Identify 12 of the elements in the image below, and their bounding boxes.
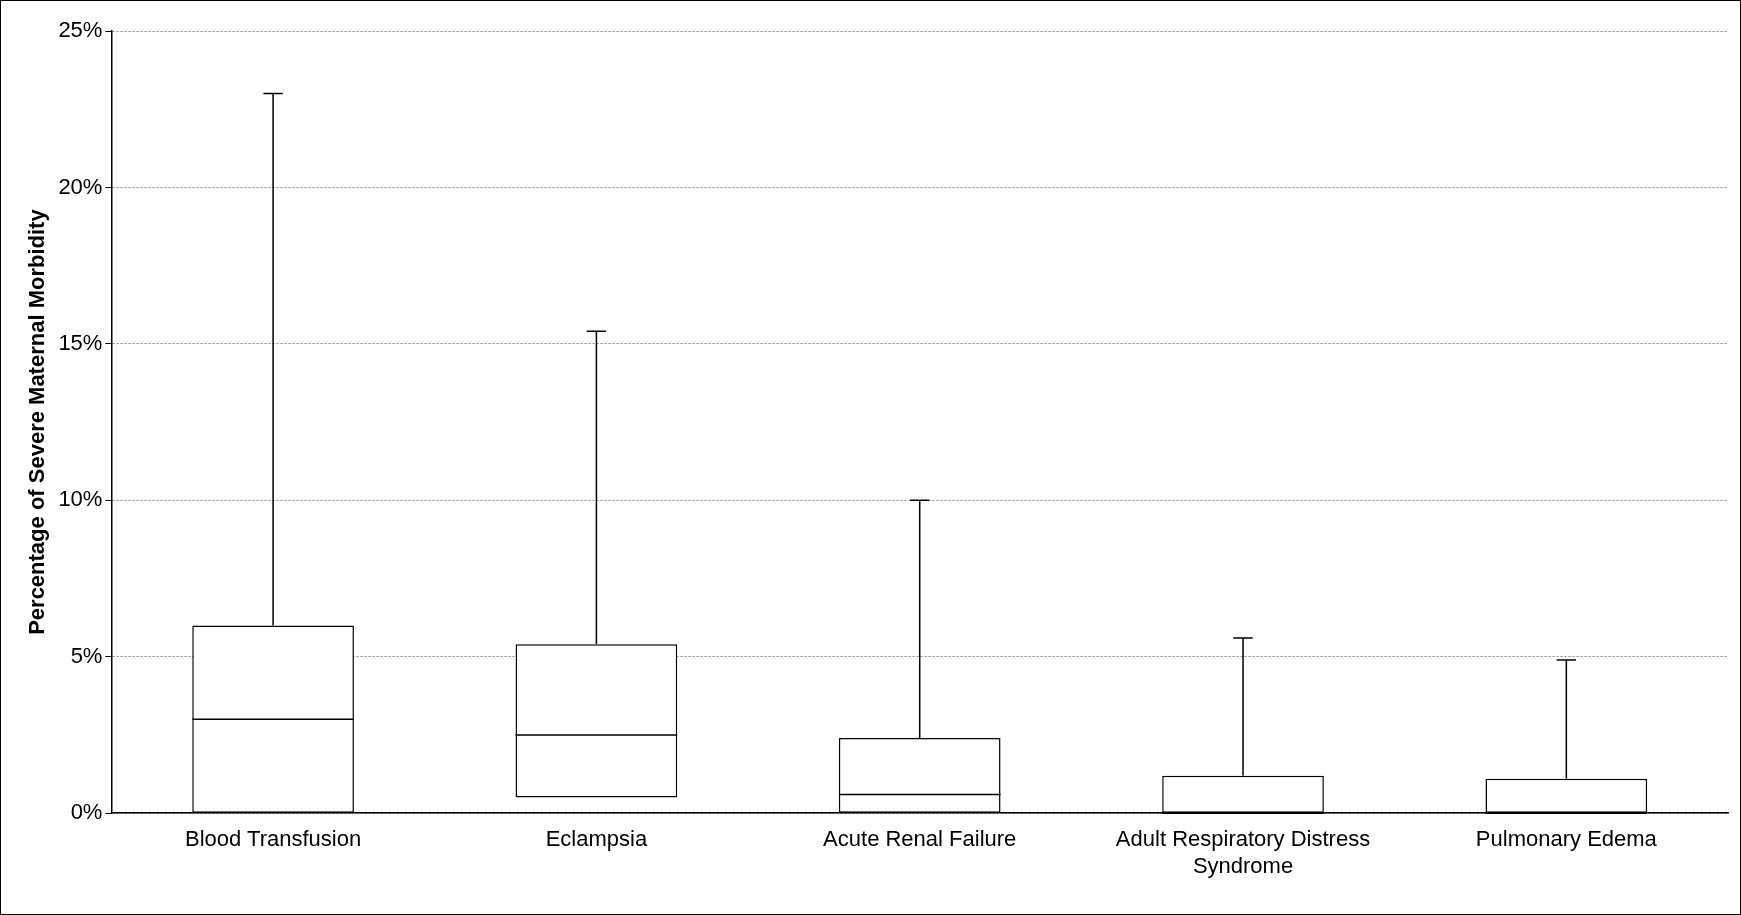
x-tick-label: Acute Renal Failure — [823, 826, 1017, 852]
x-tick-label: Pulmonary Edema — [1475, 826, 1658, 852]
y-tick-label: 0% — [70, 799, 103, 825]
y-tick-label: 5% — [70, 642, 103, 668]
y-tick-label: 10% — [58, 486, 103, 512]
y-tick-label: 25% — [58, 17, 103, 43]
y-tick-label: 20% — [58, 173, 103, 199]
y-axis-title: Percentage of Severe Maternal Morbidity — [24, 208, 50, 635]
x-tick-label: Blood Transfusion — [185, 826, 362, 852]
y-tick-label: 15% — [58, 329, 103, 355]
x-tick-label: Eclampsia — [545, 826, 648, 852]
x-tick-label: Adult Respiratory Distress Syndrome — [1115, 826, 1371, 878]
